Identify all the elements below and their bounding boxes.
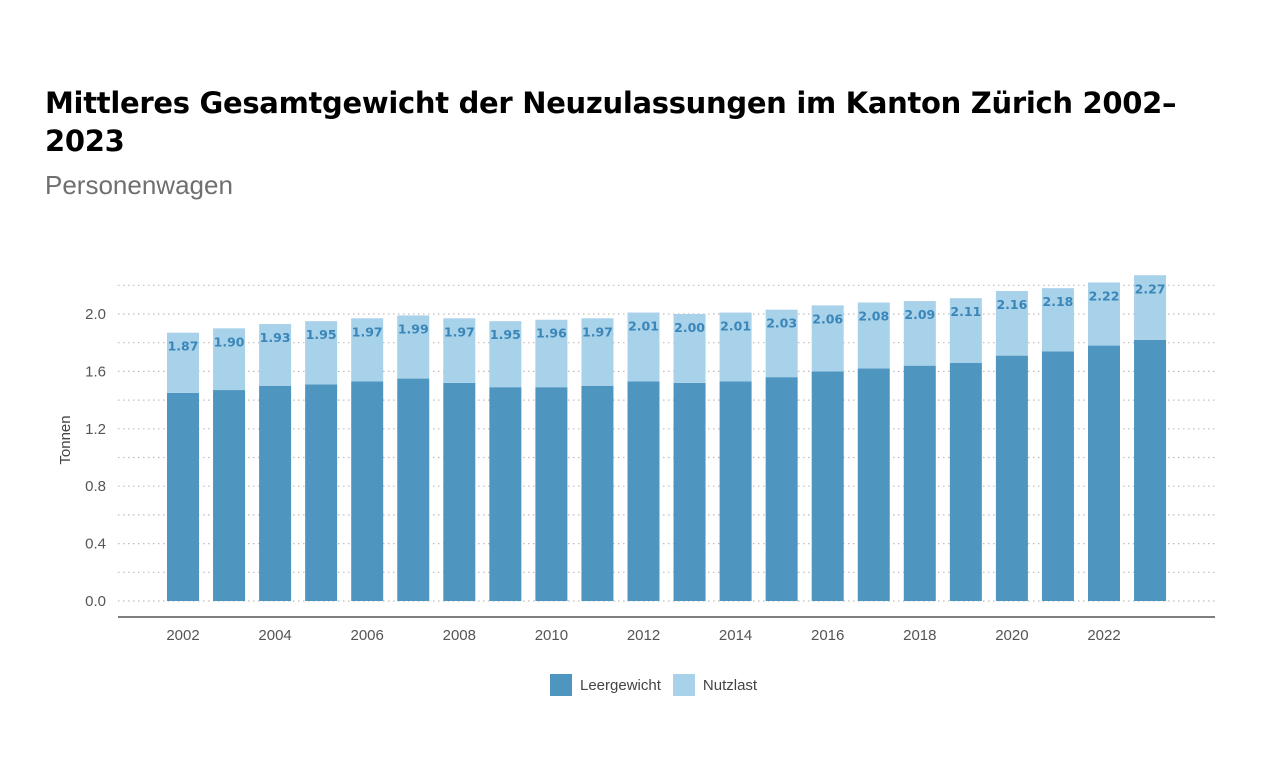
bar-nutzlast-2002 <box>167 332 199 393</box>
bar-nutzlast-2022 <box>1088 282 1120 346</box>
bar-nutzlast-2023 <box>1134 275 1167 340</box>
bar-nutzlast-2014 <box>719 312 752 382</box>
bar-leergewicht-2018 <box>903 365 936 601</box>
bar-leergewicht-2004 <box>259 385 292 601</box>
data-label-2007: 1.99 <box>398 321 429 336</box>
legend-swatch-leergewicht <box>550 674 572 696</box>
y-tick-label: 0.0 <box>85 593 106 610</box>
legend-item-nutzlast[interactable]: Nutzlast <box>672 674 758 696</box>
bar-leergewicht-2019 <box>949 362 982 601</box>
bar-nutzlast-2012 <box>627 312 660 382</box>
bar-leergewicht-2013 <box>673 382 706 601</box>
data-label-2016: 2.06 <box>812 311 843 326</box>
y-tick-label: 1.6 <box>85 363 106 380</box>
y-axis-title: Tonnen <box>57 415 74 464</box>
bar-leergewicht-2021 <box>1041 351 1074 601</box>
bar-leergewicht-2002 <box>167 392 199 601</box>
x-tick-label: 2010 <box>535 627 568 644</box>
bar-nutzlast-2016 <box>811 305 844 372</box>
x-tick-label: 2018 <box>903 627 936 644</box>
data-label-2005: 1.95 <box>306 327 337 342</box>
data-label-2015: 2.03 <box>766 316 797 331</box>
bar-nutzlast-2003 <box>213 328 246 391</box>
bar-nutzlast-2008 <box>443 318 476 383</box>
x-tick-label: 2020 <box>995 627 1028 644</box>
data-label-2013: 2.00 <box>674 320 705 335</box>
y-tick-label: 0.8 <box>85 478 106 495</box>
data-label-2018: 2.09 <box>904 307 935 322</box>
bar-leergewicht-2022 <box>1088 345 1120 601</box>
bar-nutzlast-2006 <box>351 318 384 382</box>
bar-leergewicht-2006 <box>351 381 384 601</box>
x-tick-label: 2022 <box>1087 627 1120 644</box>
data-label-2011: 1.97 <box>582 324 613 339</box>
x-tick-label: 2006 <box>351 627 384 644</box>
data-label-2012: 2.01 <box>628 319 659 334</box>
bar-leergewicht-2017 <box>857 368 890 601</box>
chart-title: Mittleres Gesamtgewicht der Neuzulassung… <box>45 86 1177 158</box>
bar-leergewicht-2012 <box>627 381 660 601</box>
legend-item-leergewicht[interactable]: Leergewicht <box>550 674 661 696</box>
bar-leergewicht-2009 <box>489 387 522 601</box>
data-label-2019: 2.11 <box>950 304 981 319</box>
data-label-2017: 2.08 <box>858 309 889 324</box>
bar-leergewicht-2005 <box>305 384 338 601</box>
legend-swatch-nutzlast <box>672 674 695 696</box>
bar-leergewicht-2011 <box>581 385 614 601</box>
bar-leergewicht-2008 <box>443 382 476 601</box>
legend: Leergewicht Nutzlast <box>550 674 761 696</box>
data-label-2014: 2.01 <box>720 319 751 334</box>
data-label-2008: 1.97 <box>444 324 475 339</box>
bar-nutzlast-2010 <box>535 319 568 388</box>
x-tick-label: 2016 <box>811 627 844 644</box>
bar-leergewicht-2020 <box>995 355 1028 601</box>
bar-nutzlast-2005 <box>305 321 338 385</box>
data-label-2004: 1.93 <box>260 330 291 345</box>
data-label-2022: 2.22 <box>1089 288 1120 303</box>
y-tick-label: 1.2 <box>85 421 106 438</box>
data-label-2020: 2.16 <box>996 297 1027 312</box>
bar-leergewicht-2016 <box>811 371 844 601</box>
bar-nutzlast-2007 <box>397 315 430 379</box>
bar-leergewicht-2003 <box>213 390 246 601</box>
bar-nutzlast-2017 <box>857 302 890 369</box>
bar-leergewicht-2014 <box>719 381 752 601</box>
data-label-2010: 1.96 <box>536 326 567 341</box>
bar-nutzlast-2013 <box>673 314 706 383</box>
data-label-2009: 1.95 <box>490 327 521 342</box>
bar-nutzlast-2015 <box>765 309 798 378</box>
x-tick-label: 2014 <box>719 627 752 644</box>
bar-nutzlast-2021 <box>1041 288 1074 352</box>
x-tick-label: 2012 <box>627 627 660 644</box>
data-label-2002: 1.87 <box>168 339 199 354</box>
data-label-2003: 1.90 <box>214 334 245 349</box>
bar-nutzlast-2011 <box>581 318 614 386</box>
data-label-2023: 2.27 <box>1135 281 1166 296</box>
bar-leergewicht-2010 <box>535 387 568 601</box>
x-tick-label: 2004 <box>258 627 291 644</box>
bar-nutzlast-2019 <box>949 298 982 363</box>
data-label-2021: 2.18 <box>1043 294 1074 309</box>
legend-label-leergewicht: Leergewicht <box>580 676 661 694</box>
legend-label-nutzlast: Nutzlast <box>702 676 758 694</box>
x-tick-label: 2002 <box>166 627 199 644</box>
y-tick-label: 2.0 <box>85 306 106 323</box>
data-label-2006: 1.97 <box>352 324 383 339</box>
bar-nutzlast-2004 <box>259 324 292 386</box>
bar-nutzlast-2020 <box>995 291 1028 356</box>
bar-nutzlast-2018 <box>903 301 936 366</box>
bar-nutzlast-2009 <box>489 321 522 388</box>
bar-leergewicht-2015 <box>765 377 798 601</box>
x-tick-label: 2008 <box>443 627 476 644</box>
chart-subtitle: Personenwagen <box>45 170 233 200</box>
bar-leergewicht-2007 <box>397 378 430 601</box>
bar-leergewicht-2023 <box>1134 339 1167 601</box>
y-tick-label: 0.4 <box>85 536 106 553</box>
